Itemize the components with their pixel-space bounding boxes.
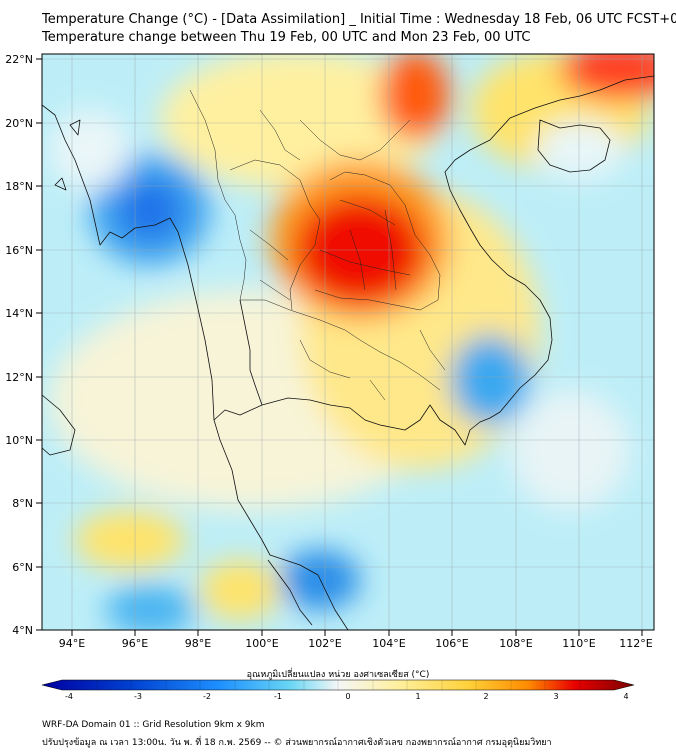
lon-label-104: 104°E [372,637,405,650]
temperature-field [42,54,654,630]
lon-label-112: 112°E [619,637,652,650]
lat-label-16: 16°N [5,244,33,257]
chart-subtitle: Temperature change between Thu 19 Feb, 0… [42,30,531,45]
colorbar-tick: -2 [203,692,211,701]
lat-label-20: 20°N [5,117,33,130]
lon-label-100: 100°E [245,637,278,650]
footer-model-info: WRF-DA Domain 01 :: Grid Resolution 9km … [42,720,265,730]
colorbar-tick: 4 [623,692,628,701]
chart-title: Temperature Change (°C) - [Data Assimila… [42,12,676,27]
colorbar-tick: 0 [345,692,350,701]
colorbar-tick: 1 [415,692,420,701]
lat-label-18: 18°N [5,180,33,193]
admin-boundaries [189,89,446,401]
lon-label-110: 110°E [562,637,595,650]
colorbar: -4 -3 -2 -1 0 1 2 3 4 [41,679,635,701]
lat-label-22: 22°N [5,53,33,66]
colorbar-tick: 3 [553,692,558,701]
footer-update-info: ปรับปรุงข้อมูล ณ เวลา 13:00น. วัน พ. ที่… [42,738,552,748]
lat-label-10: 10°N [5,434,33,447]
latitude-axis: 22°N 20°N 18°N 16°N 14°N 12°N 10°N 8°N 6… [5,53,42,637]
graticule [42,54,654,630]
colorbar-tick: -4 [65,692,73,701]
lat-label-8: 8°N [12,497,33,510]
lon-label-96: 96°E [122,637,148,650]
colorbar-label: อุณหภูมิเปลี่ยนแปลง หน่วย องศาเซลเซียส (… [246,670,430,680]
lon-label-94: 94°E [59,637,85,650]
longitude-axis: 94°E 96°E 98°E 100°E 102°E 104°E 106°E 1… [59,630,653,650]
colorbar-tick: 2 [483,692,488,701]
lon-label-108: 108°E [499,637,532,650]
colorbar-tick: -3 [134,692,142,701]
lat-label-12: 12°N [5,371,33,384]
lat-label-4: 4°N [12,624,33,637]
colorbar-tick: -1 [274,692,282,701]
lon-label-106: 106°E [435,637,468,650]
colorbar-bar [41,679,635,691]
lon-label-102: 102°E [308,637,341,650]
coastlines-and-borders [42,75,654,630]
lat-label-6: 6°N [12,561,33,574]
lon-label-98: 98°E [185,637,211,650]
lat-label-14: 14°N [5,307,33,320]
map-frame [41,53,655,631]
